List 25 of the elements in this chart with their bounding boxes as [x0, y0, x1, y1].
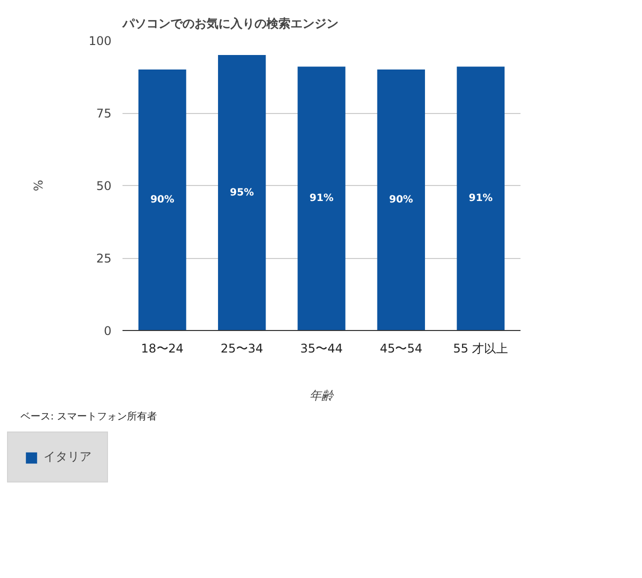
- data-label: 90%: [389, 194, 414, 206]
- data-label: 91%: [468, 193, 493, 204]
- data-label: 90%: [150, 194, 174, 206]
- x-tick-label: 35〜44: [300, 342, 343, 356]
- x-tick-label: 55 才以上: [453, 342, 508, 356]
- x-tick-label: 18〜24: [141, 342, 184, 356]
- x-tick-label: 25〜34: [220, 342, 264, 356]
- bar: [218, 55, 266, 330]
- y-tick-label: 0: [104, 324, 112, 338]
- y-tick-label: 50: [96, 179, 112, 193]
- y-tick-label: 25: [96, 252, 112, 266]
- data-label: 95%: [230, 187, 254, 198]
- bar: [138, 70, 186, 330]
- bar: [456, 66, 505, 330]
- text: ベース: スマートフォン所有者: [20, 410, 158, 422]
- chart-title: パソコンでのお気に入りの検索エンジン: [122, 16, 338, 30]
- bar: [298, 66, 346, 330]
- x-axis-title: 年齢: [310, 388, 334, 402]
- y-axis-title: %: [32, 180, 46, 192]
- y-tick-label: 75: [96, 106, 112, 120]
- x-tick-label: 45〜54: [380, 342, 422, 356]
- y-tick-label: 100: [88, 34, 112, 48]
- legend-label: イタリア: [43, 448, 92, 466]
- bar: [377, 70, 425, 330]
- data-label: 91%: [310, 193, 334, 204]
